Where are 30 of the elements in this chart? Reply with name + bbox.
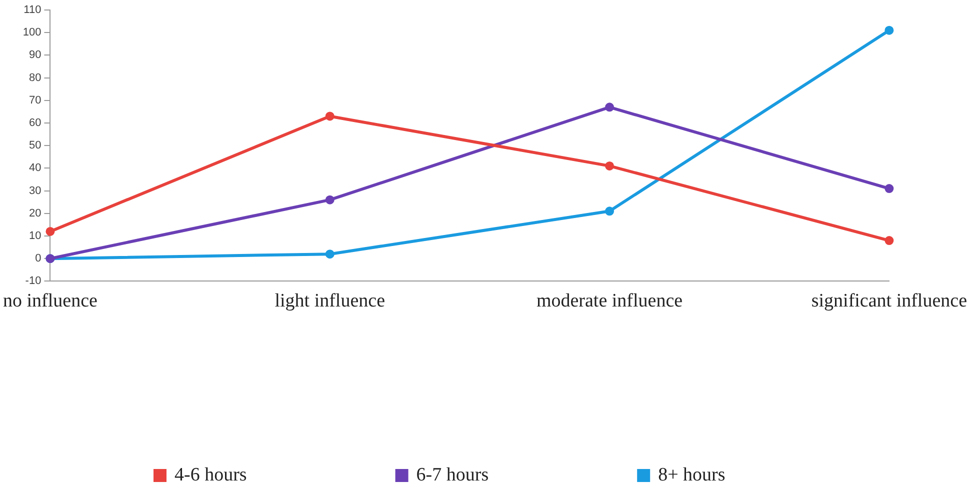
x-tick-label: no influence: [3, 290, 98, 312]
legend-label: 4-6 hours: [174, 464, 247, 486]
point: [605, 102, 614, 112]
point: [884, 236, 894, 246]
point: [884, 26, 894, 35]
y-tick-label: 110: [24, 4, 42, 16]
point: [884, 184, 894, 194]
point: [325, 112, 334, 121]
y-tick-label: 30: [28, 184, 42, 197]
y-tick-label: 0: [35, 252, 42, 265]
x-tick-label: moderate influence: [536, 290, 683, 312]
y-tick-label: 90: [28, 49, 42, 62]
legend-label: 6-7 hours: [416, 464, 489, 486]
y-tick-label: 40: [28, 162, 42, 174]
y-tick-label: 100: [22, 26, 42, 39]
point: [46, 226, 55, 236]
legend-label: 8+ hours: [658, 464, 726, 486]
x-tick-label: light influence: [274, 290, 386, 312]
y-tick-label: 60: [28, 117, 42, 130]
y-tick-label: 70: [28, 94, 42, 106]
y-tick-label: 80: [28, 72, 42, 84]
y-tick-label: 50: [28, 140, 42, 152]
point: [605, 161, 614, 170]
y-tick-label: 20: [28, 207, 42, 220]
point: [605, 206, 614, 216]
point: [325, 195, 334, 204]
x-tick-label: significant influence: [811, 290, 967, 312]
y-tick-label: 10: [28, 230, 42, 242]
y-tick-label: -10: [25, 275, 42, 288]
point: [325, 250, 334, 259]
